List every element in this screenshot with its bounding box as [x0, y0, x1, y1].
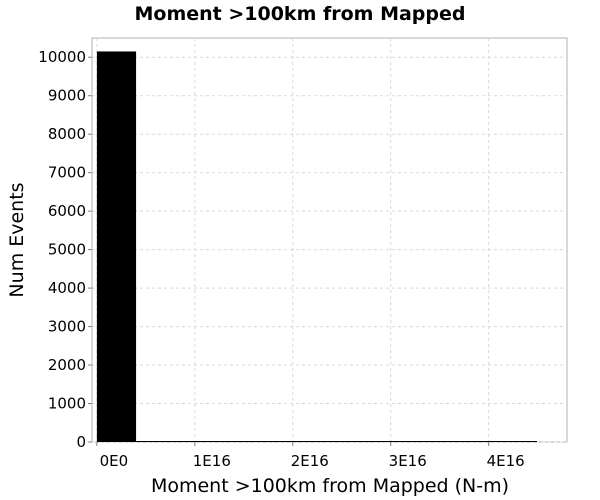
bars: [96, 51, 537, 442]
y-tick-label-10: 10000: [38, 48, 86, 66]
y-tick-label-8: 8000: [48, 125, 86, 143]
y-tick-label-2: 2000: [48, 356, 86, 374]
x-tick-label-3: 3E16: [389, 452, 427, 470]
plot-area: [91, 37, 568, 443]
y-tick-label-4: 4000: [48, 279, 86, 297]
x-tick-label-4: 4E16: [487, 452, 525, 470]
x-tick-label-1: 1E16: [193, 452, 231, 470]
y-tick-label-5: 5000: [48, 241, 86, 259]
y-axis-label: Num Events: [6, 182, 28, 297]
histogram-bar-0: [96, 51, 137, 442]
grid-lines: [92, 38, 567, 443]
y-axis-ticks: 0 1000 2000 3000 4000 5000 6000 7000 8000 9000 100…: [38, 48, 92, 451]
x-axis-ticks: 0E0 1E16 2E16 3E16 4E16: [96, 442, 525, 470]
x-axis-label: Moment >100km from Mapped (N-m): [151, 475, 509, 497]
y-tick-label-9: 9000: [48, 87, 86, 105]
y-tick-label-0: 0: [76, 433, 86, 451]
y-tick-label-1: 1000: [48, 395, 86, 413]
x-tick-label-0: 0E0: [100, 452, 129, 470]
y-tick-label-3: 3000: [48, 318, 86, 336]
chart-title: Moment >100km from Mapped: [134, 3, 465, 25]
x-tick-label-2: 2E16: [291, 452, 329, 470]
y-tick-label-6: 6000: [48, 202, 86, 220]
y-tick-label-7: 7000: [48, 164, 86, 182]
